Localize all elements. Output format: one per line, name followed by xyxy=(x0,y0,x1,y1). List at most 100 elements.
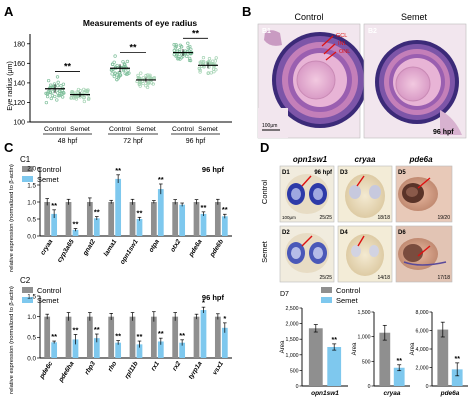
d7-ytick-label: 2,000 xyxy=(416,366,429,372)
chart-a-point xyxy=(57,93,62,98)
chart-a-ytick-label: 140 xyxy=(13,80,25,87)
bar-category-label: rx2 xyxy=(171,360,182,372)
chart-a-point xyxy=(174,43,178,47)
chart-a-point xyxy=(61,82,66,86)
chart-a-point xyxy=(123,63,127,67)
chart-a-point xyxy=(151,82,155,86)
bar-semet xyxy=(51,213,58,236)
chart-a-xtick-label: Semet xyxy=(198,126,218,133)
d7-bar-semet xyxy=(393,367,405,386)
d6-tile: D6 17/18 xyxy=(395,225,453,283)
bar-semet xyxy=(157,189,164,236)
bar-control xyxy=(150,202,157,236)
panel-letter-b: B xyxy=(242,4,251,19)
bar-category-label: opn1sw1 xyxy=(119,238,140,266)
d5-label: D5 xyxy=(398,170,406,176)
d7-ylabel: Area xyxy=(280,340,286,353)
chart-a-point xyxy=(55,98,59,102)
chart-a-axes: 100 120 140 160 180 xyxy=(13,34,232,127)
chart-a-point xyxy=(49,83,53,87)
chart-a-point xyxy=(198,60,202,64)
d7-ylabel: Area xyxy=(352,342,358,355)
bar-category-label: rbp3 xyxy=(84,360,98,376)
d1-stage: 96 hpf xyxy=(314,170,333,176)
chart-a-point xyxy=(57,89,61,93)
bar-semet xyxy=(93,218,100,236)
d-gene-opn1sw1: opn1sw1 xyxy=(293,155,328,164)
legend-label-semet: Semet xyxy=(336,296,359,305)
chart-a-point xyxy=(121,60,125,64)
c1-label: C1 xyxy=(20,155,31,164)
d7-bar-control xyxy=(379,332,391,386)
chart-a-point xyxy=(82,96,86,100)
d7-ytick-label: 1,500 xyxy=(358,310,371,316)
bar-semet xyxy=(51,342,58,358)
d7-ytick-label: 0 xyxy=(368,384,371,390)
chart-a-point xyxy=(46,78,51,83)
chart-a-point xyxy=(85,89,89,93)
bar-category-label: cryaa xyxy=(39,238,54,256)
chart-a-point xyxy=(189,47,193,51)
bar-category-label: pde6ha xyxy=(57,360,76,384)
layer-label-onl: ONL xyxy=(339,49,350,55)
d-gene-cryaa: cryaa xyxy=(355,155,376,164)
chart-a-point xyxy=(52,82,57,86)
chart-a-point xyxy=(44,100,49,105)
chart-a-ylabel: Eye radius (μm) xyxy=(7,61,14,111)
chart-a-point xyxy=(172,48,176,53)
chart-a-point xyxy=(186,41,190,45)
bar-ytick-label: 1.0 xyxy=(27,314,36,321)
bar-category-label: otpa xyxy=(148,238,161,254)
d6-count: 17/18 xyxy=(437,275,450,281)
chart-a-point xyxy=(126,68,130,72)
c1-ylabel: relative expression (normalized to β-act… xyxy=(9,164,15,272)
d-row-control: Control xyxy=(260,180,269,205)
d3-label: D3 xyxy=(340,170,348,176)
b-stage-label: 96 hpf xyxy=(433,129,454,136)
chart-a-xtick-label: Control xyxy=(109,126,131,133)
chart-a-point xyxy=(144,73,148,78)
d4-label: D4 xyxy=(340,230,348,236)
bar-control xyxy=(86,316,93,358)
histology-image-control: B1 GCL INL ONL 100μm xyxy=(257,23,368,139)
bar-sig: ** xyxy=(94,208,100,217)
bar-semet xyxy=(157,341,164,358)
chart-a-point xyxy=(45,94,50,99)
d-gene-pde6a: pde6a xyxy=(408,155,433,164)
chart-a-point xyxy=(144,84,148,88)
chart-a-point xyxy=(48,90,52,94)
d7-bar-semet xyxy=(327,347,342,386)
chart-a-point xyxy=(152,76,157,80)
bar-category-label: vsx1 xyxy=(211,360,225,376)
bar-sig: ** xyxy=(158,329,164,338)
chart-a-point xyxy=(145,85,150,90)
chart-a-point xyxy=(180,56,184,60)
bar-control xyxy=(44,316,51,358)
bar-control xyxy=(86,202,93,236)
chart-a-point xyxy=(118,73,122,77)
chart-a-point xyxy=(187,58,192,63)
d6-label: D6 xyxy=(398,230,406,236)
panel-letter-c: C xyxy=(4,140,14,155)
bar-sig: ** xyxy=(179,331,185,340)
chart-a-point xyxy=(212,70,216,74)
chart-a-point xyxy=(82,90,86,95)
bar-sig: ** xyxy=(201,203,207,212)
bar-sig: * xyxy=(223,314,226,323)
d7-ylabel: Area xyxy=(410,342,416,355)
chart-a-point xyxy=(201,61,206,65)
bar-control xyxy=(129,316,136,358)
bar-ytick-label: 1.0 xyxy=(27,199,36,206)
bar-semet xyxy=(136,219,143,236)
d7-sig: ** xyxy=(331,337,337,344)
legend-swatch-control xyxy=(321,287,332,293)
bar-semet xyxy=(115,178,122,236)
d3-count: 18/18 xyxy=(377,215,390,221)
d3-tile: D3 18/18 xyxy=(337,165,393,223)
bar-sig: ** xyxy=(137,332,143,341)
c1-plot: 0.00.51.01.52.0**cryaa**cyp3a65**gnat2**… xyxy=(27,165,232,266)
d7-ytick-label: 0 xyxy=(296,384,299,390)
d1-label: D1 xyxy=(282,170,290,176)
chart-a-point xyxy=(178,43,182,47)
